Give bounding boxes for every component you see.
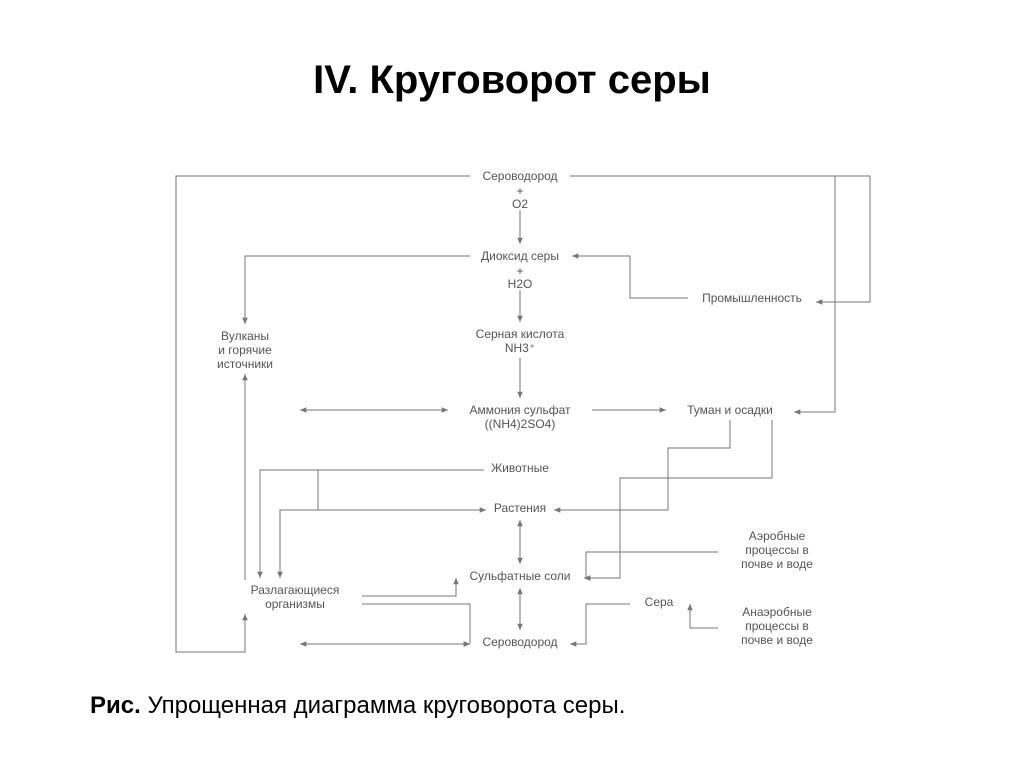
node-n_salts: Сульфатные соли bbox=[460, 570, 580, 584]
caption-label: Рис. bbox=[90, 692, 141, 719]
page: IV. Круговорот серы Сероводород+O2Диокси… bbox=[0, 0, 1024, 767]
node-n_h2so4: Серная кислотаNH3⁺ bbox=[470, 328, 570, 356]
node-n_fog: Туман и осадки bbox=[670, 404, 790, 418]
node-n_plants: Растения bbox=[490, 502, 550, 516]
edge bbox=[690, 604, 718, 628]
node-n_h2s_top: Сероводород bbox=[475, 170, 565, 184]
node-n_so2: Диоксид серы bbox=[472, 250, 568, 264]
page-title: IV. Круговорот серы bbox=[0, 58, 1024, 103]
edge bbox=[362, 578, 456, 596]
figure-caption: Рис. Упрощенная диаграмма круговорота се… bbox=[90, 692, 625, 720]
edge bbox=[318, 470, 486, 510]
caption-text: Упрощенная диаграмма круговорота серы. bbox=[141, 692, 626, 719]
edge bbox=[260, 470, 484, 578]
edge bbox=[245, 256, 470, 324]
node-n_nh4: Аммония сульфат((NH4)2SO4) bbox=[452, 404, 588, 432]
edge bbox=[176, 176, 470, 652]
node-n_h2s_bot: Сероводород bbox=[475, 636, 565, 650]
node-n_volcano: Вулканыи горячиеисточники bbox=[190, 330, 300, 371]
node-n_industry: Промышленность bbox=[692, 292, 812, 306]
edge bbox=[572, 256, 688, 298]
node-n_o2: O2 bbox=[508, 198, 532, 212]
node-n_animals: Животные bbox=[488, 462, 552, 476]
edge bbox=[362, 604, 470, 644]
edge bbox=[280, 510, 486, 578]
edge bbox=[554, 420, 730, 510]
node-n_anaerobic: Анаэробныепроцессы впочве и воде bbox=[722, 606, 832, 647]
edge bbox=[570, 176, 870, 302]
sulfur-cycle-diagram: Сероводород+O2Диоксид серы+H2OПромышленн… bbox=[130, 152, 900, 662]
node-n_decay: Разлагающиесяорганизмы bbox=[230, 584, 360, 612]
node-n_aerobic: Аэробныепроцессы впочве и воде bbox=[722, 530, 832, 571]
edge bbox=[584, 552, 718, 578]
edge bbox=[570, 604, 630, 644]
node-n_sulfur: Сера bbox=[634, 596, 684, 610]
node-n_h2o: H2O bbox=[505, 278, 535, 292]
